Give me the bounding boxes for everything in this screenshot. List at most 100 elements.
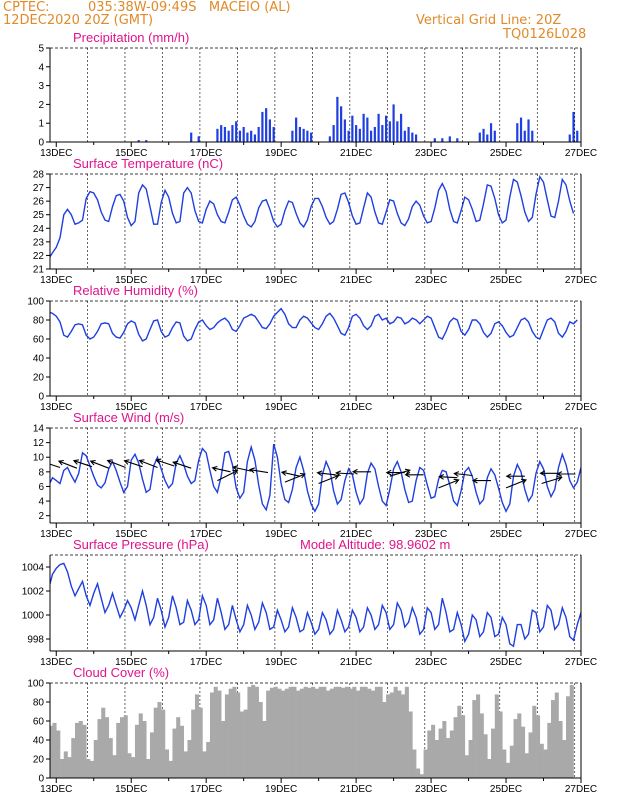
precip-bar — [433, 138, 436, 142]
wind-y-tick-label: 14 — [33, 424, 45, 435]
precip-bar — [362, 113, 365, 142]
cloud-bar — [194, 694, 199, 778]
cloud-bar — [341, 687, 346, 778]
temp-panel: 21 22 23 24 25 26 27 28 13DEC 15DEC 17DEC 19DEC 21DE… — [33, 156, 597, 286]
temp-y-tick-label: 24 — [33, 224, 45, 235]
wind-x-tick-label: 27DEC — [565, 529, 597, 540]
cloud-bar — [307, 687, 312, 778]
precip-bar — [576, 130, 579, 142]
humidity-y-tick-label: 100 — [27, 297, 44, 308]
cloud-bar — [397, 690, 402, 778]
precip-bar — [291, 130, 294, 142]
cloud-bar — [191, 709, 196, 778]
humidity-x-tick-label: 27DEC — [565, 402, 597, 413]
temp-title: Surface Temperature (nC) — [73, 156, 223, 171]
cloud-bar — [202, 751, 207, 778]
cloud-bar — [82, 724, 87, 778]
wind-direction-arrow — [280, 470, 301, 477]
header-location: 035:38W-09:49S MACEIO (AL) — [88, 0, 291, 15]
cloud-bar — [258, 702, 263, 778]
cloud-bar — [468, 740, 473, 778]
precip-bar — [407, 126, 410, 142]
wind-direction-arrow — [351, 468, 372, 475]
precip-bar — [223, 126, 227, 142]
precip-bar — [568, 134, 571, 142]
pressure-x-tick-label: 27DEC — [565, 657, 597, 668]
cloud-bar — [446, 738, 451, 778]
wind-direction-arrow — [438, 474, 458, 480]
cloud-bar — [554, 692, 559, 778]
cloud-bar — [513, 719, 518, 778]
cloud-bar — [198, 707, 203, 778]
precip-bar — [370, 130, 373, 142]
cloud-bar — [75, 722, 80, 778]
cloud-bar — [551, 700, 556, 778]
wind-x-tick-label: 15DEC — [115, 529, 147, 540]
cloud-bar — [93, 740, 98, 778]
precip-bar — [355, 125, 358, 142]
wind-direction-arrow — [155, 458, 175, 467]
precip-bar — [332, 125, 335, 142]
wind-direction-arrow — [404, 471, 424, 478]
cloud-bar — [438, 728, 443, 778]
cloud-bar — [329, 688, 334, 778]
pressure-y-tick-label: 998 — [27, 635, 44, 646]
precip-bar — [373, 126, 376, 142]
cloud-bar — [239, 711, 244, 778]
precip-bar — [250, 130, 253, 142]
precip-bar — [493, 130, 496, 142]
cloud-bar — [453, 717, 458, 778]
cloud-bar — [206, 741, 211, 778]
cloud-bar — [517, 713, 522, 778]
cloud-bar — [281, 690, 286, 778]
cloud-bar — [558, 721, 563, 778]
precip-bar — [253, 134, 257, 142]
cloud-bar — [119, 717, 125, 778]
precip-bar — [137, 140, 140, 142]
cloud-bar — [543, 749, 548, 778]
cloud-bar — [277, 688, 282, 778]
wind-direction-arrow — [453, 471, 473, 477]
cloud-bar — [266, 690, 271, 778]
cloud-bar — [112, 755, 117, 778]
precip-bar — [298, 126, 301, 142]
cloud-series — [50, 684, 574, 778]
cloud-bar — [367, 688, 372, 778]
cloud-bar — [52, 722, 57, 778]
precip-bar — [377, 113, 380, 142]
humidity-x-tick-label: 21DEC — [340, 402, 372, 413]
cloud-bar — [562, 740, 567, 778]
wind-direction-arrow — [57, 459, 78, 469]
wind-x-tick-label: 17DEC — [190, 529, 222, 540]
precip-bar — [328, 136, 331, 142]
precip-bar — [265, 108, 268, 142]
precip-y-tick-label: 1 — [38, 119, 44, 130]
precip-y-tick-label: 5 — [38, 44, 44, 55]
cloud-bar — [292, 686, 297, 778]
cloud-bar — [296, 690, 301, 778]
cloud-bar — [359, 686, 364, 778]
precip-bar — [411, 132, 414, 142]
temp-x-tick-label: 25DEC — [490, 275, 522, 286]
temp-x-tick-label: 21DEC — [340, 275, 372, 286]
cloud-bar — [221, 721, 226, 778]
humidity-x-tick-label: 13DEC — [40, 402, 72, 413]
wind-x-tick-label: 19DEC — [265, 529, 297, 540]
humidity-y-tick-label: 60 — [33, 335, 45, 346]
cloud-bar — [502, 749, 507, 778]
cloud-bar — [127, 753, 132, 778]
pressure-x-tick-label: 19DEC — [265, 657, 297, 668]
cloud-bar — [318, 686, 323, 778]
wind-x-tick-label: 25DEC — [490, 529, 522, 540]
cloud-title: Cloud Cover (%) — [73, 665, 169, 680]
cloud-bar — [187, 740, 192, 778]
cloud-bar — [498, 711, 503, 778]
wind-y-tick-label: 6 — [38, 482, 44, 493]
precip-bar — [388, 121, 391, 142]
humidity-x-tick-label: 23DEC — [415, 402, 447, 413]
precip-bar — [523, 130, 526, 142]
precip-bar — [366, 117, 369, 142]
temp-y-tick-label: 23 — [33, 237, 45, 248]
precip-bar — [343, 119, 346, 142]
